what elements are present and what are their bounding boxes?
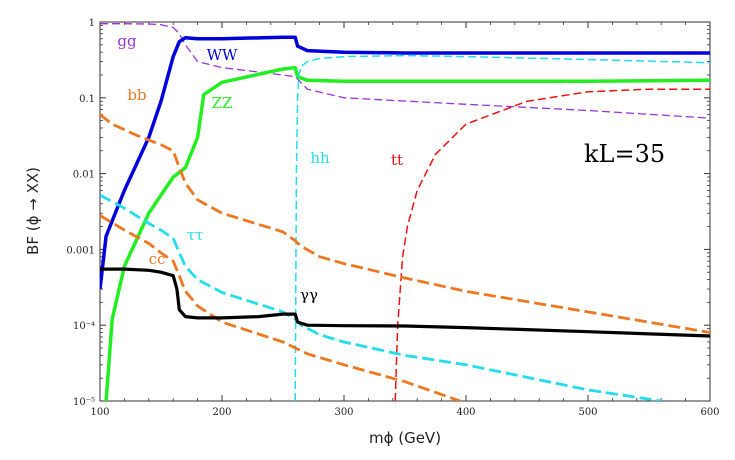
x-tick-label: 100 <box>90 407 109 418</box>
x-tick-label: 500 <box>578 407 597 418</box>
x-tick-label: 200 <box>212 407 231 418</box>
series-line-gg <box>100 23 710 119</box>
series-line-hh <box>294 54 710 401</box>
x-axis-label: mϕ (GeV) <box>369 429 441 447</box>
x-tick-label: 400 <box>456 407 475 418</box>
x-tick-label: 300 <box>334 407 353 418</box>
series-line-bb <box>100 113 710 334</box>
x-tick-label: 600 <box>700 407 719 418</box>
y-tick-label: 10⁻⁴ <box>73 321 95 332</box>
y-tick-label: 10⁻⁵ <box>73 397 95 408</box>
series-line-tautau <box>100 193 662 401</box>
series-line-ww <box>100 35 710 290</box>
ticks-layer: 100 200 300 400 500 600 10⁻⁵ 10⁻⁴ 0.001 0.01 0.1 1 <box>66 18 719 418</box>
series-label-ww: WW <box>207 46 238 64</box>
series-label-hh: hh <box>310 149 330 167</box>
plot-frame <box>99 21 711 402</box>
series-label-zz: ZZ <box>212 94 233 112</box>
series-line-zz <box>104 65 710 401</box>
series-label-bb: bb <box>127 86 146 104</box>
series-label-gg: gg <box>117 32 137 50</box>
series-label-cc: cc <box>149 250 166 268</box>
series-labels: gg WW ZZ hh tt bb cc ττ γγ <box>117 32 403 304</box>
y-axis-label: BF (ϕ → XX) <box>24 167 42 255</box>
y-tick-label: 0.01 <box>73 170 95 181</box>
annotation-kl: kL=35 <box>584 140 665 168</box>
series-label-tautau: ττ <box>187 226 204 244</box>
series-line-cc <box>100 214 461 401</box>
series-line-tt <box>394 88 710 401</box>
series-label-gammagamma: γγ <box>300 286 318 304</box>
y-tick-label: 0.1 <box>79 94 95 105</box>
series-label-tt: tt <box>391 151 403 169</box>
y-tick-label: 0.001 <box>66 245 95 256</box>
y-tick-label: 1 <box>89 18 95 29</box>
series-line-gammagamma <box>100 267 710 338</box>
series-lines <box>100 23 710 401</box>
